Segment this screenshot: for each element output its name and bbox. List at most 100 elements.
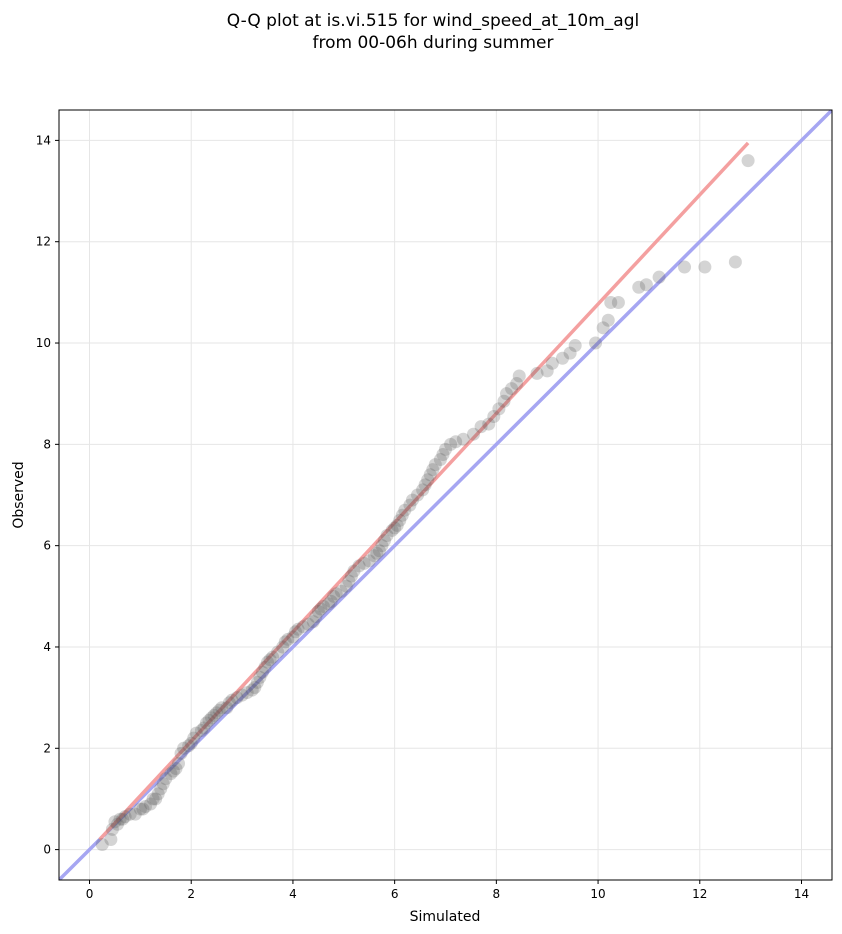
data-point	[156, 777, 170, 791]
axis-ticks: 0 2 4 6 8 10 12 14 0 2 4 6 8 10 12 14	[36, 133, 809, 901]
data-point	[347, 564, 361, 578]
y-axis-label: Observed	[11, 461, 27, 528]
data-point	[146, 792, 160, 806]
identity-line	[59, 110, 832, 880]
data-point	[133, 802, 147, 816]
data-point	[113, 812, 127, 826]
data-point	[210, 706, 224, 720]
data-point	[398, 503, 412, 517]
data-point	[342, 574, 356, 588]
data-point	[698, 260, 712, 274]
data-point	[474, 420, 488, 434]
data-point	[248, 681, 262, 694]
data-point	[500, 387, 514, 401]
x-tick-label: 2	[187, 887, 195, 901]
data-point	[362, 554, 376, 568]
data-point	[110, 817, 124, 831]
data-point	[418, 478, 432, 492]
data-point	[568, 339, 582, 353]
data-point	[281, 632, 295, 646]
data-point	[466, 427, 480, 441]
data-point	[388, 521, 402, 535]
plot-area	[59, 110, 832, 880]
data-point	[405, 493, 419, 507]
data-point	[423, 468, 437, 482]
data-point	[563, 346, 577, 360]
data-point	[184, 736, 198, 750]
grid-lines	[59, 110, 832, 880]
data-point	[286, 630, 300, 644]
data-point	[456, 432, 470, 446]
data-point	[235, 688, 249, 702]
data-point	[266, 650, 280, 664]
data-point	[596, 321, 610, 335]
x-tick-label: 10	[590, 887, 605, 901]
data-point	[555, 351, 569, 365]
data-point	[105, 822, 119, 836]
data-point	[116, 812, 130, 826]
y-tick-label: 4	[43, 640, 51, 654]
data-point	[530, 366, 544, 380]
data-point	[253, 670, 267, 684]
data-point	[104, 832, 118, 846]
data-point	[601, 313, 615, 327]
data-point	[138, 800, 152, 814]
data-point	[182, 739, 196, 753]
data-point	[189, 726, 203, 740]
data-point	[324, 594, 338, 608]
x-tick-label: 8	[493, 887, 501, 901]
data-point	[177, 741, 191, 755]
y-tick-label: 6	[43, 539, 51, 553]
data-point	[194, 724, 208, 738]
data-point	[728, 255, 742, 269]
chart-title-line1: Q-Q plot at is.vi.515 for wind_speed_at_…	[227, 11, 639, 31]
data-point	[164, 767, 178, 781]
data-point	[154, 782, 168, 796]
data-point	[639, 278, 653, 292]
data-point	[482, 417, 496, 431]
data-point	[393, 513, 407, 527]
data-point	[403, 498, 417, 512]
data-point	[604, 296, 618, 309]
data-point	[271, 645, 285, 659]
data-point	[276, 640, 290, 654]
data-point	[197, 721, 211, 735]
data-point	[187, 731, 201, 745]
data-point	[309, 610, 323, 624]
data-point	[306, 615, 320, 629]
data-point	[370, 546, 384, 560]
data-point	[278, 635, 292, 649]
data-point	[136, 802, 150, 816]
y-tick-label: 14	[36, 133, 51, 147]
y-tick-label: 10	[36, 336, 51, 350]
data-point	[512, 369, 526, 383]
data-point	[222, 696, 236, 710]
data-point	[240, 686, 254, 700]
data-point	[316, 599, 330, 613]
data-point	[497, 394, 511, 408]
data-point	[428, 458, 442, 472]
data-point	[215, 701, 229, 715]
data-point	[205, 711, 219, 725]
data-point	[334, 584, 348, 598]
data-point	[261, 655, 275, 669]
data-point	[169, 762, 183, 776]
data-point	[128, 807, 142, 821]
data-point	[288, 625, 302, 639]
x-axis-label: Simulated	[410, 909, 481, 925]
data-point	[291, 622, 305, 636]
data-point	[95, 838, 109, 852]
data-point	[230, 691, 244, 705]
fit-line	[98, 141, 750, 841]
data-point	[411, 488, 425, 502]
data-point	[220, 701, 234, 715]
y-tick-label: 12	[36, 235, 51, 249]
data-point	[263, 653, 277, 667]
data-point	[199, 716, 213, 730]
data-point	[255, 665, 269, 679]
data-point	[344, 569, 358, 583]
data-point	[245, 683, 259, 697]
data-point	[433, 453, 447, 467]
data-point	[611, 296, 625, 309]
data-point	[367, 549, 381, 563]
